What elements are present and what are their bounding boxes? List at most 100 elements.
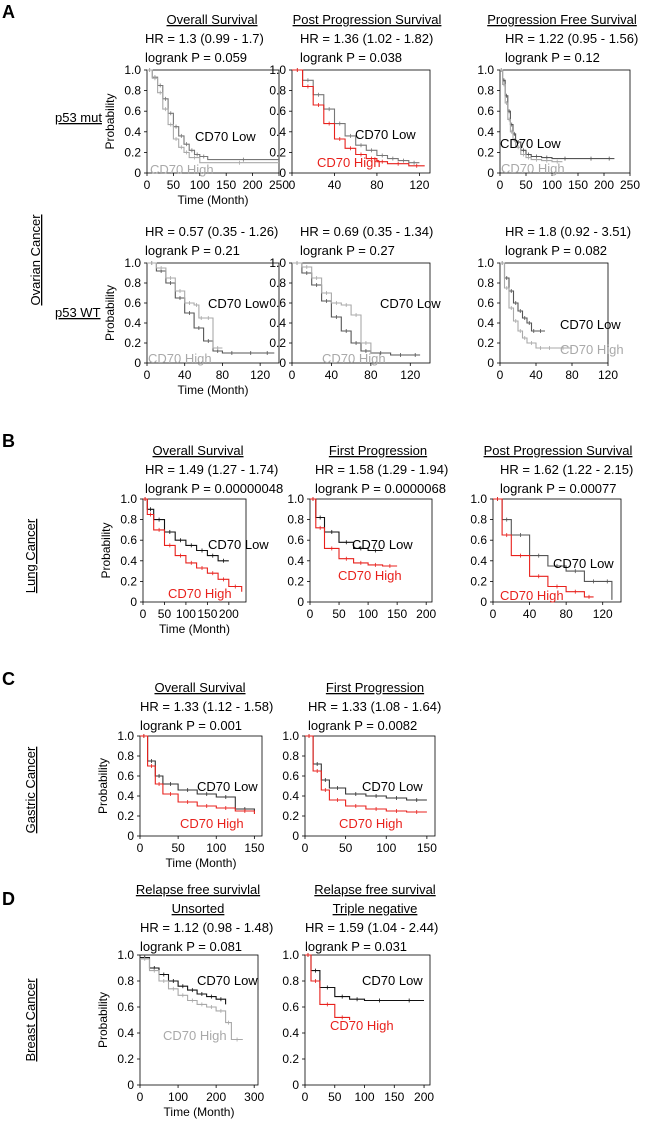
panel-letter-a: A [2, 2, 15, 22]
legend-cd70-low: CD70 Low [195, 129, 256, 144]
x-tick-label: 100 [355, 1090, 375, 1104]
y-tick-label: 0.2 [117, 809, 134, 823]
legend-cd70-low: CD70 Low [197, 973, 258, 988]
y-tick-label: 0.8 [282, 974, 299, 988]
y-tick-label: 0.6 [282, 1000, 299, 1014]
legend-cd70-low: CD70 Low [500, 136, 561, 151]
x-tick-label: 50 [339, 841, 353, 855]
chart-title: Relapse free survivlal [136, 882, 260, 897]
x-tick-label: 50 [158, 607, 172, 621]
legend-cd70-low: CD70 Low [197, 779, 258, 794]
x-tick-label: 0 [497, 368, 504, 382]
chart-title: First Progression [329, 443, 427, 458]
legend-cd70-high: CD70 High [338, 568, 402, 583]
x-tick-label: 120 [400, 368, 420, 382]
logrank-p: logrank P = 0.038 [300, 50, 402, 65]
x-tick-label: 250 [269, 178, 289, 192]
chart-title: Relapse free survival [314, 882, 435, 897]
y-tick-label: 0.4 [269, 316, 286, 330]
y-tick-label: 1.0 [124, 256, 141, 270]
y-tick-label: 0.2 [470, 574, 487, 588]
hazard-ratio: HR = 1.33 (1.08 - 1.64) [308, 699, 441, 714]
y-tick-label: 0.6 [269, 296, 286, 310]
chart-title: Overall Survival [154, 680, 245, 695]
y-tick-label: 0.4 [117, 1026, 134, 1040]
x-tick-label: 200 [206, 1090, 226, 1104]
legend-cd70-high: CD70 High [317, 155, 381, 170]
x-axis-label: Time (Month) [164, 1105, 235, 1119]
x-tick-label: 300 [244, 1090, 264, 1104]
y-tick-label: 0.2 [124, 145, 141, 159]
x-tick-label: 80 [565, 368, 579, 382]
plot-frame [492, 498, 622, 603]
legend-cd70-high: CD70 High [150, 162, 214, 177]
legend-cd70-low: CD70 Low [352, 537, 413, 552]
legend-cd70-high: CD70 High [330, 1018, 394, 1033]
legend-cd70-low: CD70 Low [380, 296, 441, 311]
y-tick-label: 0.6 [117, 769, 134, 783]
x-tick-label: 0 [137, 1090, 144, 1104]
x-tick-label: 40 [178, 368, 192, 382]
x-tick-label: 120 [250, 368, 270, 382]
y-tick-label: 1.0 [282, 948, 299, 962]
y-tick-label: 0 [292, 1078, 299, 1092]
legend-cd70-low: CD70 Low [208, 537, 269, 552]
chart-a2: Post Progression Survival HR = 1.36 (1.02… [269, 12, 441, 192]
logrank-p: logrank P = 0.21 [145, 243, 240, 258]
x-tick-label: 0 [140, 607, 147, 621]
y-tick-label: 0.8 [477, 84, 494, 98]
legend-cd70-high: CD70 High [339, 816, 403, 831]
x-tick-label: 0 [137, 841, 144, 855]
chart-a5: HR = 0.69 (0.35 - 1.34) logrank P = 0.27 0… [269, 224, 441, 382]
y-tick-label: 0.4 [124, 316, 141, 330]
y-tick-label: 0.8 [124, 276, 141, 290]
y-axis-label: Probability [96, 758, 110, 814]
y-tick-label: 0 [279, 166, 286, 180]
logrank-p: logrank P = 0.0000068 [315, 481, 446, 496]
x-axis-label: Time (Month) [159, 622, 230, 636]
label-gastric-cancer: Gastric Cancer [23, 746, 38, 833]
chart-c2: First Progression HR = 1.33 (1.08 - 1.64)… [282, 680, 441, 855]
x-tick-label: 100 [206, 841, 226, 855]
legend-cd70-low: CD70 Low [208, 296, 269, 311]
y-tick-label: 1.0 [477, 63, 494, 77]
y-tick-label: 1.0 [282, 729, 299, 743]
y-tick-label: 1.0 [120, 492, 137, 506]
y-tick-label: 0.4 [120, 554, 137, 568]
plot-frame [142, 498, 247, 603]
logrank-p: logrank P = 0.081 [140, 939, 242, 954]
label-lung-cancer: Lung Cancer [23, 518, 38, 593]
y-tick-label: 0.8 [269, 276, 286, 290]
chart-title: Post Progression Survival [293, 12, 442, 27]
y-tick-label: 0 [487, 166, 494, 180]
logrank-p: logrank P = 0.12 [505, 50, 600, 65]
chart-a3: Progression Free Survival HR = 1.22 (0.95… [477, 12, 640, 192]
y-tick-label: 0.4 [117, 789, 134, 803]
legend-cd70-low: CD70 Low [553, 556, 614, 571]
x-tick-label: 50 [328, 1090, 342, 1104]
legend-cd70-high: CD70 High [163, 1028, 227, 1043]
logrank-p: logrank P = 0.27 [300, 243, 395, 258]
chart-title: Overall Survival [152, 443, 243, 458]
y-tick-label: 0.2 [477, 145, 494, 159]
y-tick-label: 0.2 [120, 574, 137, 588]
y-tick-label: 0 [480, 595, 487, 609]
y-tick-label: 0.8 [470, 513, 487, 527]
km-curve-cd70-high [140, 735, 255, 814]
x-tick-label: 100 [176, 607, 196, 621]
legend-cd70-low: CD70 Low [355, 127, 416, 142]
label-p53-wt: p53 WT [55, 305, 101, 320]
hazard-ratio: HR = 1.36 (1.02 - 1.82) [300, 31, 433, 46]
y-tick-label: 0.6 [470, 533, 487, 547]
y-tick-label: 0 [127, 1078, 134, 1092]
legend-cd70-high: CD70 High [148, 351, 212, 366]
y-tick-label: 0.4 [477, 125, 494, 139]
legend-cd70-low: CD70 Low [362, 779, 423, 794]
y-tick-label: 0.2 [124, 336, 141, 350]
y-tick-label: 0.2 [269, 145, 286, 159]
y-tick-label: 0.4 [477, 316, 494, 330]
y-tick-label: 0.4 [282, 789, 299, 803]
chart-b2: First Progression HR = 1.58 (1.29 - 1.94)… [287, 443, 448, 621]
x-tick-label: 250 [620, 178, 640, 192]
x-tick-label: 200 [414, 1090, 434, 1104]
